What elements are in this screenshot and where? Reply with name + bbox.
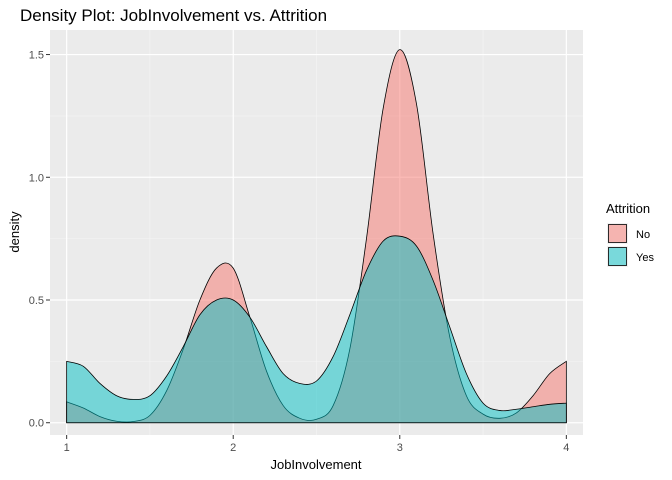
chart-title: Density Plot: JobInvolvement vs. Attriti… (20, 6, 327, 25)
y-tick-label: 1.5 (29, 50, 44, 62)
legend-swatch-no (608, 224, 627, 243)
y-tick-label: 0.0 (29, 418, 44, 430)
legend: Attrition No Yes (606, 201, 654, 267)
y-tick-label: 1.0 (29, 172, 44, 184)
grid-minor (50, 30, 583, 435)
legend-label-yes: Yes (636, 252, 654, 264)
y-tick-label: 0.5 (29, 295, 44, 307)
legend-swatch-yes (608, 247, 627, 266)
y-axis-title: density (7, 211, 22, 253)
legend-label-no: No (636, 229, 650, 241)
x-axis: 1 2 3 4 (64, 435, 569, 454)
x-tick-label: 3 (397, 442, 403, 454)
y-axis: 0.0 0.5 1.0 1.5 (29, 50, 50, 430)
x-tick-label: 1 (64, 442, 70, 454)
x-tick-label: 4 (563, 442, 569, 454)
x-axis-title: JobInvolvement (270, 457, 361, 472)
legend-title: Attrition (606, 201, 650, 216)
density-area-yes (66, 235, 567, 424)
density-areas (66, 49, 567, 424)
x-tick-label: 2 (230, 442, 236, 454)
